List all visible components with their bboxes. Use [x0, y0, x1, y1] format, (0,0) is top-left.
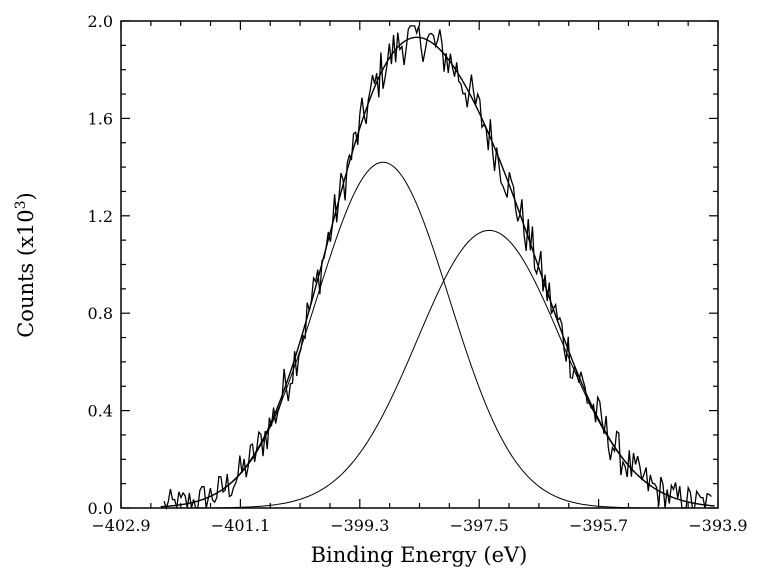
x-tick-label: −402.9: [91, 516, 150, 535]
y-tick-labels: 0.0 0.4 0.8 1.2 1.6 2.0: [88, 12, 113, 518]
x-tick-label: −401.1: [211, 516, 270, 535]
x-tick-label: −395.7: [569, 516, 628, 535]
x-axis-title: Binding Energy (eV): [311, 543, 528, 567]
y-tick-label: 0.8: [88, 304, 113, 323]
y-axis-title-main: Counts (x10: [14, 209, 38, 337]
fit-component-1: [160, 161, 715, 509]
y-tick-label: 1.2: [88, 207, 113, 226]
y-axis-title-close: ): [14, 192, 38, 200]
y-axis-title-exponent: 3: [13, 200, 29, 209]
y-axis-title: Counts (x103): [13, 192, 38, 338]
y-tick-label: 0.0: [88, 499, 113, 518]
y-tick-label: 1.6: [88, 109, 113, 128]
x-tick-label: −397.5: [450, 516, 509, 535]
fit-component-2: [160, 229, 715, 509]
raw-data-trace: [163, 25, 712, 511]
fit-envelope: [160, 36, 715, 508]
x-tick-label: −399.3: [330, 516, 389, 535]
curves: [160, 25, 715, 511]
tick-marks: [120, 20, 719, 509]
x-tick-label: −393.9: [688, 516, 747, 535]
x-tick-labels: −402.9 −401.1 −399.3 −397.5 −395.7 −393.9: [91, 516, 747, 535]
y-tick-label: 0.4: [88, 402, 113, 421]
y-tick-label: 2.0: [88, 12, 113, 31]
plot-frame: [120, 20, 719, 509]
